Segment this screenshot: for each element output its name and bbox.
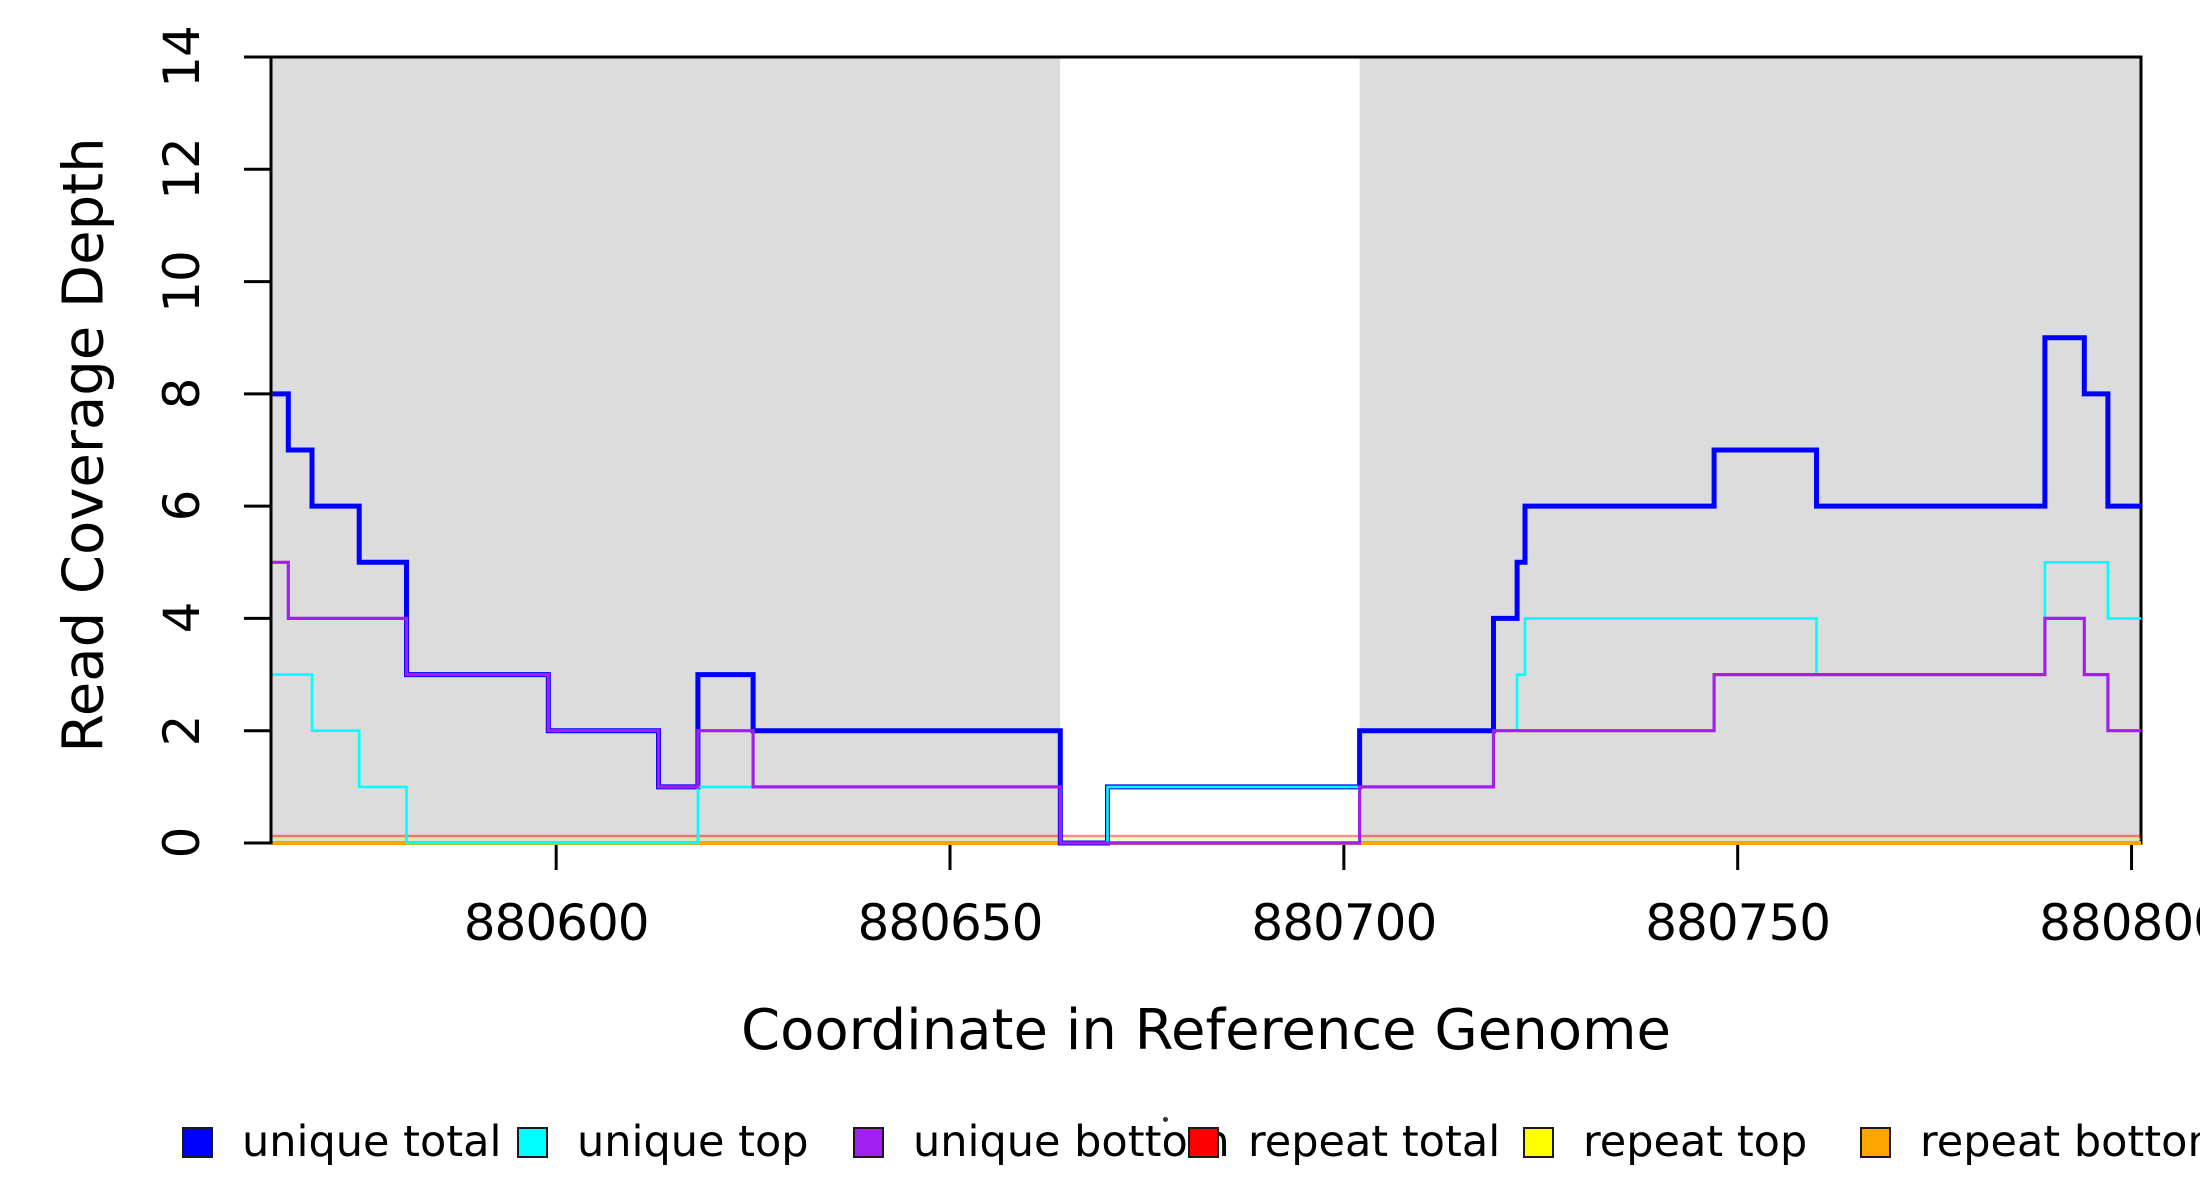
stray-dot (1163, 1117, 1168, 1122)
highlight-band (271, 57, 1061, 843)
x-tick-label: 880650 (857, 894, 1044, 952)
repeat-top-swatch-icon (1523, 1126, 1554, 1158)
unique-total-swatch-icon (182, 1126, 213, 1158)
y-tick-label: 2 (153, 715, 211, 747)
legend-item-unique-bottom: unique bottom (853, 1114, 1230, 1170)
legend-label: repeat total (1248, 1117, 1501, 1167)
unique-top-swatch-icon (517, 1126, 548, 1158)
y-tick-label: 0 (153, 827, 211, 859)
x-tick-label: 880750 (1645, 894, 1831, 952)
legend-label: unique bottom (913, 1117, 1230, 1167)
legend-item-repeat-total: repeat total (1188, 1114, 1500, 1170)
y-tick-label: 4 (153, 603, 211, 634)
legend-label: unique total (242, 1117, 502, 1167)
x-axis-title: Coordinate in Reference Genome (740, 998, 1672, 1063)
legend-item-repeat-bottom: repeat bottom (1860, 1114, 2200, 1170)
y-axis-title: Read Coverage Depth (51, 137, 117, 753)
legend: unique total unique top unique bottom re… (0, 1108, 2200, 1168)
y-tick-label: 6 (153, 490, 211, 522)
unique-bottom-swatch-icon (853, 1126, 884, 1158)
legend-label: unique top (577, 1117, 809, 1167)
legend-item-unique-top: unique top (517, 1114, 809, 1170)
legend-label: repeat bottom (1920, 1117, 2200, 1167)
repeat-total-swatch-icon (1188, 1126, 1219, 1158)
y-tick-label: 14 (153, 26, 211, 88)
y-tick-label: 12 (153, 138, 211, 201)
x-tick-label: 880700 (1251, 894, 1437, 952)
y-tick-label: 10 (153, 250, 211, 313)
x-tick-label: 880600 (463, 894, 650, 952)
legend-item-repeat-top: repeat top (1523, 1114, 1807, 1170)
legend-label: repeat top (1583, 1117, 1808, 1167)
y-tick-label: 8 (153, 378, 211, 410)
legend-item-unique-total: unique total (182, 1114, 501, 1170)
repeat-bottom-swatch-icon (1860, 1126, 1891, 1158)
series-unique-bottom (272, 560, 2141, 845)
